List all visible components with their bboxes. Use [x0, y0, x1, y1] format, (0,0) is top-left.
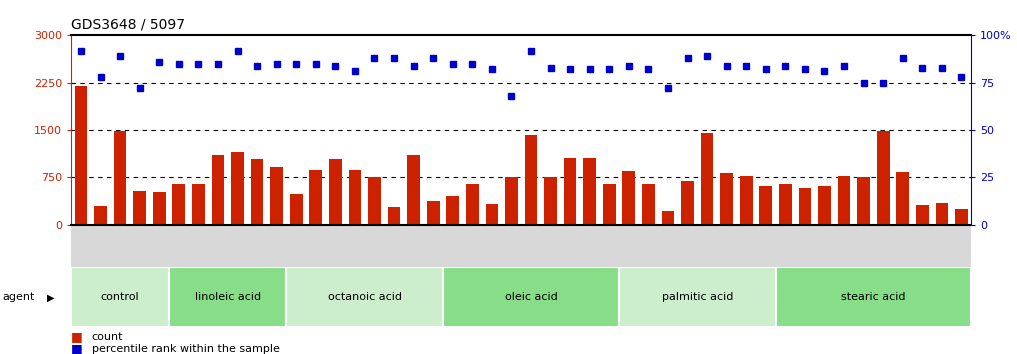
Text: stearic acid: stearic acid: [841, 292, 906, 302]
Text: linoleic acid: linoleic acid: [194, 292, 260, 302]
Bar: [173, 184, 185, 225]
Bar: [857, 177, 870, 225]
Bar: [169, 267, 287, 327]
Bar: [212, 155, 225, 225]
Bar: [739, 176, 753, 225]
Text: GDS3648 / 5097: GDS3648 / 5097: [71, 18, 185, 32]
Bar: [603, 184, 615, 225]
Bar: [387, 207, 401, 225]
Bar: [619, 267, 776, 327]
Bar: [251, 159, 263, 225]
Bar: [544, 177, 557, 225]
Text: control: control: [101, 292, 139, 302]
Bar: [798, 188, 812, 225]
Bar: [818, 185, 831, 225]
Bar: [74, 86, 87, 225]
Bar: [95, 206, 107, 225]
Bar: [427, 201, 439, 225]
Bar: [446, 196, 459, 225]
Bar: [936, 203, 948, 225]
Text: agent: agent: [2, 292, 35, 302]
Text: palmitic acid: palmitic acid: [662, 292, 733, 302]
Bar: [563, 158, 577, 225]
Bar: [681, 181, 694, 225]
Bar: [114, 131, 126, 225]
Bar: [153, 192, 166, 225]
Text: ■: ■: [71, 342, 83, 354]
Bar: [287, 267, 443, 327]
Bar: [290, 194, 303, 225]
Bar: [309, 170, 322, 225]
Bar: [71, 267, 169, 327]
Bar: [877, 131, 890, 225]
Text: ■: ■: [71, 331, 83, 343]
Bar: [443, 267, 619, 327]
Text: octanoic acid: octanoic acid: [327, 292, 402, 302]
Bar: [192, 184, 204, 225]
Bar: [349, 170, 361, 225]
Bar: [271, 167, 283, 225]
Bar: [838, 176, 850, 225]
Bar: [662, 211, 674, 225]
Text: count: count: [92, 332, 123, 342]
Text: oleic acid: oleic acid: [504, 292, 557, 302]
Bar: [760, 185, 772, 225]
Bar: [642, 184, 655, 225]
Bar: [622, 171, 636, 225]
Bar: [896, 172, 909, 225]
Text: percentile rank within the sample: percentile rank within the sample: [92, 344, 280, 354]
Bar: [231, 152, 244, 225]
Bar: [701, 133, 714, 225]
Bar: [407, 155, 420, 225]
Bar: [584, 158, 596, 225]
Bar: [525, 135, 537, 225]
Bar: [955, 209, 968, 225]
Bar: [368, 177, 380, 225]
Bar: [779, 184, 791, 225]
Bar: [720, 173, 733, 225]
Bar: [466, 184, 479, 225]
Text: ▶: ▶: [47, 292, 54, 302]
Bar: [916, 205, 929, 225]
Bar: [776, 267, 971, 327]
Bar: [505, 177, 518, 225]
Bar: [485, 204, 498, 225]
Bar: [328, 159, 342, 225]
Bar: [133, 191, 146, 225]
